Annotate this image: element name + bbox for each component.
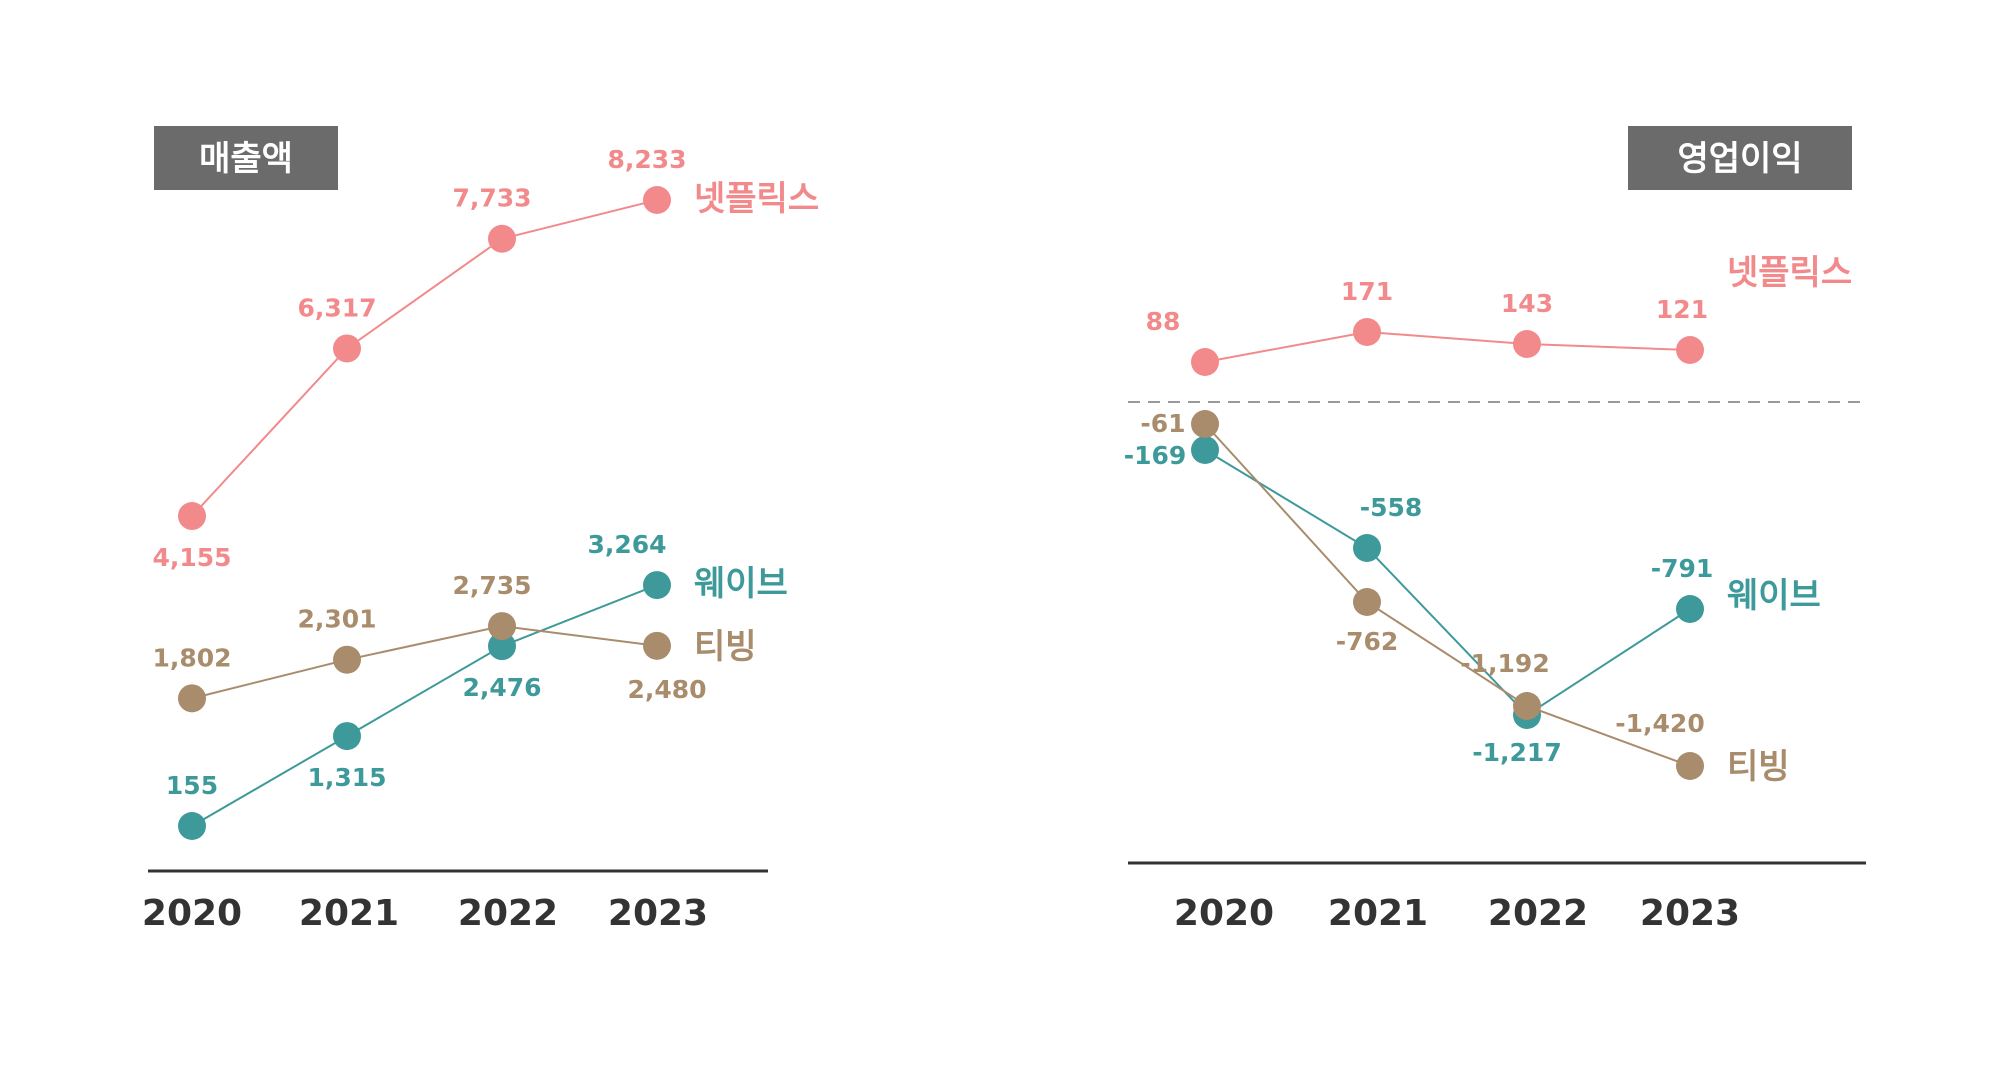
wavve-value-label-2021: 1,315 <box>307 763 386 792</box>
wavve-value-label-2023: -791 <box>1651 554 1714 583</box>
netflix-point-2020 <box>178 502 206 531</box>
operating-profit-title-box <box>1628 126 1852 190</box>
tving-point-2022 <box>488 612 516 641</box>
tving-value-label-2020: -61 <box>1140 409 1185 438</box>
tving-point-2023 <box>643 631 671 660</box>
revenue-title: 매출액 <box>199 139 293 179</box>
tving-series-label: 티빙 <box>694 627 757 667</box>
netflix-point-2023 <box>1676 336 1704 364</box>
netflix-value-label-2023: 8,233 <box>607 145 686 174</box>
x-tick-label-2021: 2021 <box>299 893 399 934</box>
netflix-series-line <box>191 199 658 517</box>
netflix-point-2020 <box>1191 348 1219 376</box>
x-tick-label-2022: 2022 <box>458 893 558 934</box>
netflix-series-line <box>1204 330 1691 363</box>
tving-point-2020 <box>178 684 206 713</box>
tving-point-2020 <box>1191 410 1219 438</box>
wavve-series-line <box>191 584 658 827</box>
x-tick-label-2020: 2020 <box>1174 893 1274 934</box>
tving-point-2023 <box>1676 752 1704 780</box>
wavve-value-label-2020: -169 <box>1124 441 1187 470</box>
wavve-value-label-2021: -558 <box>1360 493 1423 522</box>
tving-value-label-2023: 2,480 <box>627 675 706 704</box>
netflix-point-2022 <box>488 224 516 253</box>
netflix-value-label-2022: 7,733 <box>452 184 531 213</box>
revenue-chart: 매출액 2020 2021 2022 2023 4,155 6,317 7,733 8,233… <box>142 126 819 934</box>
tving-value-label-2022: 2,735 <box>452 571 531 600</box>
wavve-point-2021 <box>333 722 361 751</box>
revenue-title-box <box>154 126 338 190</box>
tving-value-label-2021: -762 <box>1336 627 1399 656</box>
wavve-series-label: 웨이브 <box>694 564 788 604</box>
tving-point-2021 <box>1353 588 1381 616</box>
netflix-value-label-2021: 171 <box>1341 277 1393 306</box>
x-tick-label-2020: 2020 <box>142 893 242 934</box>
netflix-value-label-2023: 121 <box>1656 295 1708 324</box>
tving-point-2021 <box>333 645 361 674</box>
netflix-point-2021 <box>333 334 361 363</box>
wavve-series-label: 웨이브 <box>1727 576 1821 616</box>
wavve-point-2021 <box>1353 534 1381 562</box>
tving-series-line <box>191 625 658 700</box>
wavve-value-label-2020: 155 <box>166 771 218 800</box>
netflix-point-2021 <box>1353 318 1381 346</box>
netflix-series-label: 넷플릭스 <box>1727 253 1852 293</box>
wavve-point-2020 <box>1191 436 1219 464</box>
operating-profit-chart: 영업이익 2020 2021 2022 2023 88 171 143 121 넷플릭스 -169… <box>1124 126 1866 934</box>
netflix-point-2023 <box>643 186 671 214</box>
netflix-point-2022 <box>1513 330 1541 358</box>
wavve-value-label-2022: -1,217 <box>1472 738 1561 767</box>
netflix-value-label-2021: 6,317 <box>297 293 376 322</box>
x-tick-label-2021: 2021 <box>1328 893 1428 934</box>
x-tick-label-2023: 2023 <box>1640 893 1740 934</box>
operating-profit-title: 영업이익 <box>1677 139 1802 179</box>
x-tick-label-2022: 2022 <box>1488 893 1588 934</box>
tving-series-line <box>1204 423 1691 767</box>
netflix-value-label-2020: 4,155 <box>152 543 231 572</box>
tving-value-label-2022: -1,192 <box>1460 649 1549 678</box>
wavve-value-label-2023: 3,264 <box>587 530 666 559</box>
wavve-value-label-2022: 2,476 <box>462 673 541 702</box>
wavve-series-line <box>1204 449 1691 717</box>
wavve-point-2020 <box>178 812 206 840</box>
tving-value-label-2020: 1,802 <box>152 643 231 672</box>
wavve-point-2023 <box>643 571 671 600</box>
wavve-point-2022 <box>488 632 516 661</box>
netflix-value-label-2022: 143 <box>1501 289 1553 318</box>
tving-value-label-2023: -1,420 <box>1615 709 1704 738</box>
netflix-series-label: 넷플릭스 <box>694 179 819 219</box>
netflix-value-label-2020: 88 <box>1146 307 1181 336</box>
tving-series-label: 티빙 <box>1727 747 1790 787</box>
wavve-point-2023 <box>1676 595 1704 623</box>
tving-value-label-2021: 2,301 <box>297 605 376 634</box>
tving-point-2022 <box>1513 692 1541 720</box>
x-tick-label-2023: 2023 <box>608 893 708 934</box>
